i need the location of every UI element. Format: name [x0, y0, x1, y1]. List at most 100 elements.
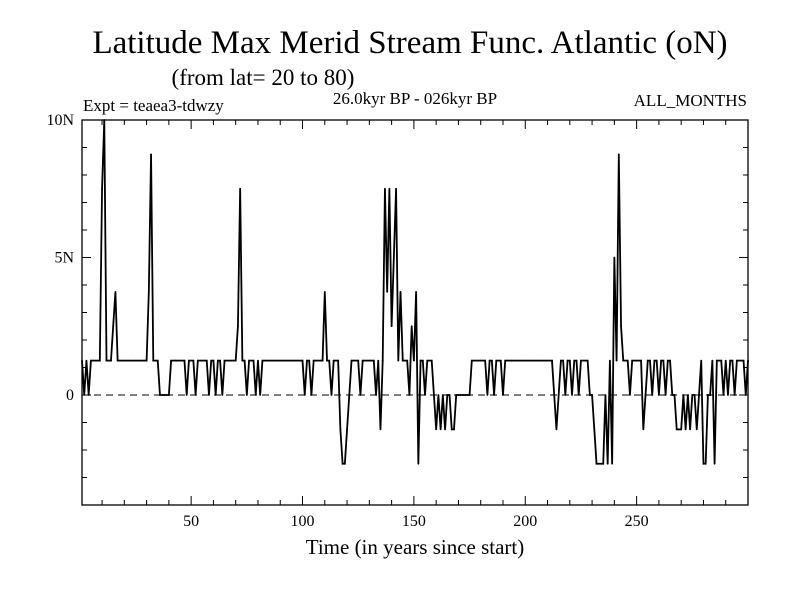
- data-point: [401, 359, 404, 362]
- data-point: [740, 359, 743, 362]
- y-tick-label: 10N: [46, 112, 74, 129]
- data-point: [542, 359, 544, 362]
- data-point: [421, 359, 424, 362]
- data-point: [399, 290, 402, 293]
- data-point: [132, 359, 135, 362]
- data-point: [553, 394, 556, 396]
- data-point: [188, 359, 190, 362]
- data-point: [499, 359, 502, 362]
- data-point: [116, 359, 119, 362]
- data-point: [174, 359, 177, 362]
- data-point: [312, 359, 315, 362]
- data-point: [437, 394, 440, 396]
- data-point: [208, 394, 210, 396]
- x-tick-label: 100: [291, 513, 315, 530]
- data-point: [81, 359, 83, 362]
- data-point: [114, 290, 117, 293]
- data-point: [303, 394, 306, 396]
- data-point: [377, 359, 380, 362]
- data-point: [250, 359, 253, 362]
- data-point: [319, 359, 322, 362]
- data-point: [680, 428, 683, 431]
- data-point: [417, 462, 420, 465]
- y-tick-label: 0: [66, 387, 74, 404]
- data-point: [573, 359, 576, 362]
- data-point: [118, 359, 121, 362]
- x-axis-label: Time (in years since start): [306, 535, 525, 559]
- data-point: [83, 394, 86, 396]
- data-point: [212, 359, 215, 362]
- data-point: [548, 359, 551, 362]
- data-point: [595, 462, 598, 465]
- data-point: [283, 359, 286, 362]
- data-point: [640, 359, 642, 362]
- data-point: [537, 359, 540, 362]
- data-point: [317, 359, 320, 362]
- data-point: [85, 359, 88, 362]
- data-point: [533, 359, 536, 362]
- data-point: [286, 359, 288, 362]
- experiment-label: Expt = teaea3-tdwzy: [83, 96, 224, 115]
- data-point: [96, 359, 99, 362]
- data-point: [691, 394, 694, 396]
- data-point: [90, 359, 92, 362]
- data-point: [444, 428, 446, 431]
- data-point: [707, 394, 709, 396]
- data-point: [450, 428, 453, 431]
- data-point: [586, 359, 589, 362]
- data-point: [147, 290, 150, 293]
- data-point: [571, 394, 573, 396]
- data-point: [649, 359, 651, 362]
- data-point: [277, 359, 279, 362]
- data-point: [722, 394, 725, 396]
- data-point: [617, 153, 620, 156]
- data-point: [241, 359, 244, 362]
- data-point: [199, 359, 201, 362]
- data-point: [408, 394, 411, 396]
- data-point: [727, 394, 729, 396]
- data-point: [666, 359, 669, 362]
- data-point: [453, 428, 455, 431]
- y-axis-tick-labels: 0 5N 10N: [46, 112, 74, 404]
- data-point: [446, 394, 449, 396]
- data-point: [245, 394, 248, 396]
- data-point: [435, 428, 438, 431]
- data-point: [502, 394, 504, 396]
- data-point: [384, 187, 386, 190]
- data-point: [568, 359, 571, 362]
- data-point: [702, 462, 705, 465]
- data-point: [622, 359, 625, 362]
- data-point: [631, 359, 634, 362]
- data-point: [139, 359, 141, 362]
- data-point: [332, 359, 335, 362]
- data-point: [335, 359, 337, 362]
- data-point: [441, 394, 444, 396]
- data-point: [464, 394, 467, 396]
- data-point: [742, 359, 745, 362]
- data-point: [410, 325, 413, 328]
- data-point: [539, 359, 542, 362]
- data-point: [747, 359, 749, 362]
- data-point: [363, 359, 366, 362]
- data-point: [473, 359, 475, 362]
- data-point: [519, 359, 522, 362]
- data-point: [624, 359, 627, 362]
- series-points: [81, 119, 749, 465]
- data-point: [684, 428, 687, 431]
- data-point: [412, 359, 415, 362]
- data-point: [626, 359, 629, 362]
- data-point: [479, 359, 482, 362]
- data-point: [738, 359, 740, 362]
- data-point: [546, 359, 549, 362]
- data-point: [127, 359, 130, 362]
- data-point: [165, 394, 168, 396]
- data-point: [134, 359, 137, 362]
- data-point: [731, 359, 734, 362]
- data-point: [606, 462, 609, 465]
- data-point: [292, 359, 295, 362]
- data-point: [272, 359, 275, 362]
- data-point: [225, 359, 228, 362]
- data-point: [152, 359, 155, 362]
- data-point: [593, 428, 596, 431]
